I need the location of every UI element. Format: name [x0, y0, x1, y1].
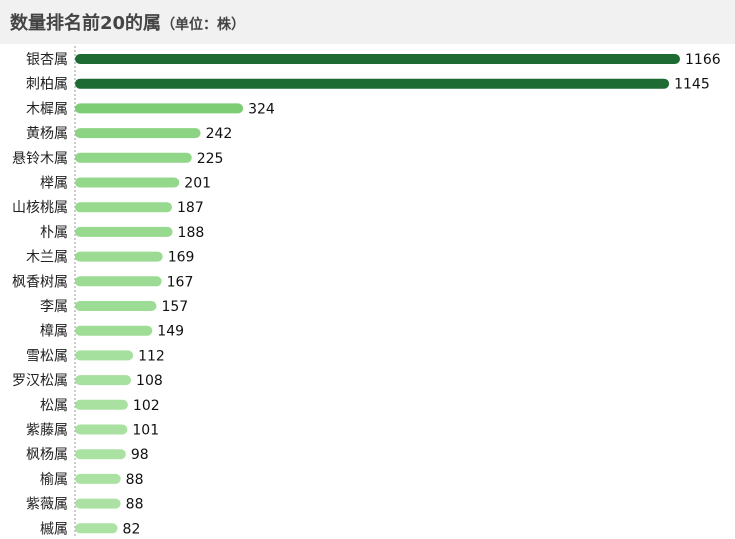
category-label: 樟属 — [40, 323, 68, 340]
title-bar: 数量排名前20的属（单位：株） — [0, 0, 735, 44]
chart-title-unit: （单位：株） — [161, 17, 246, 33]
value-label: 225 — [197, 151, 224, 167]
bar — [75, 375, 132, 386]
value-label: 167 — [167, 274, 194, 290]
category-label: 李属 — [40, 299, 68, 315]
value-label: 149 — [157, 324, 184, 340]
bar — [75, 424, 128, 435]
bar — [75, 276, 162, 287]
bar — [75, 78, 670, 89]
category-label: 枫香树属 — [12, 274, 68, 290]
value-label: 88 — [126, 472, 144, 488]
value-label: 1145 — [674, 77, 710, 93]
bar — [75, 449, 126, 460]
category-label: 木兰属 — [26, 250, 68, 266]
bar — [75, 103, 244, 114]
category-label: 刺柏属 — [26, 77, 68, 93]
value-label: 242 — [206, 126, 233, 142]
value-label: 324 — [248, 101, 275, 117]
value-label: 157 — [161, 299, 188, 315]
category-label: 银杏属 — [26, 52, 68, 68]
category-label: 榆属 — [40, 472, 68, 488]
category-label: 松属 — [40, 398, 68, 414]
value-label: 98 — [131, 447, 149, 463]
category-label: 雪松属 — [26, 348, 68, 364]
bar — [75, 325, 153, 336]
bar — [75, 498, 121, 509]
bar — [75, 251, 163, 262]
bar — [75, 152, 192, 163]
value-label: 188 — [178, 225, 205, 241]
value-label: 108 — [136, 373, 163, 389]
category-label: 黄杨属 — [26, 125, 68, 142]
category-label: 山核桃属 — [12, 200, 68, 216]
value-label: 169 — [168, 250, 195, 266]
chart-title-main: 数量排名前20的属 — [10, 13, 162, 34]
value-label: 88 — [126, 497, 144, 513]
category-label: 朴属 — [40, 225, 68, 241]
value-label: 101 — [132, 423, 159, 439]
category-label: 紫藤属 — [26, 423, 68, 439]
bar — [75, 226, 173, 237]
bar — [75, 473, 121, 484]
value-label: 1166 — [685, 52, 721, 68]
category-label: 木樨属 — [26, 101, 68, 117]
bar — [75, 350, 134, 361]
bar — [75, 54, 680, 64]
category-label: 槭属 — [40, 521, 68, 537]
bar — [75, 128, 201, 139]
category-label: 紫薇属 — [26, 497, 68, 513]
value-label: 82 — [123, 521, 141, 537]
bar — [75, 399, 128, 410]
value-label: 112 — [138, 348, 165, 364]
chart-title: 数量排名前20的属（单位：株） — [10, 9, 245, 35]
bar — [75, 301, 157, 311]
category-label: 榉属 — [40, 176, 68, 192]
category-label: 枫杨属 — [26, 447, 68, 463]
value-label: 201 — [184, 176, 211, 192]
bar — [75, 177, 180, 188]
value-label: 102 — [133, 398, 160, 414]
bar — [75, 523, 118, 534]
bar — [75, 202, 173, 213]
value-label: 187 — [177, 200, 204, 216]
category-label: 悬铃木属 — [12, 151, 68, 167]
category-label: 罗汉松属 — [12, 373, 68, 389]
